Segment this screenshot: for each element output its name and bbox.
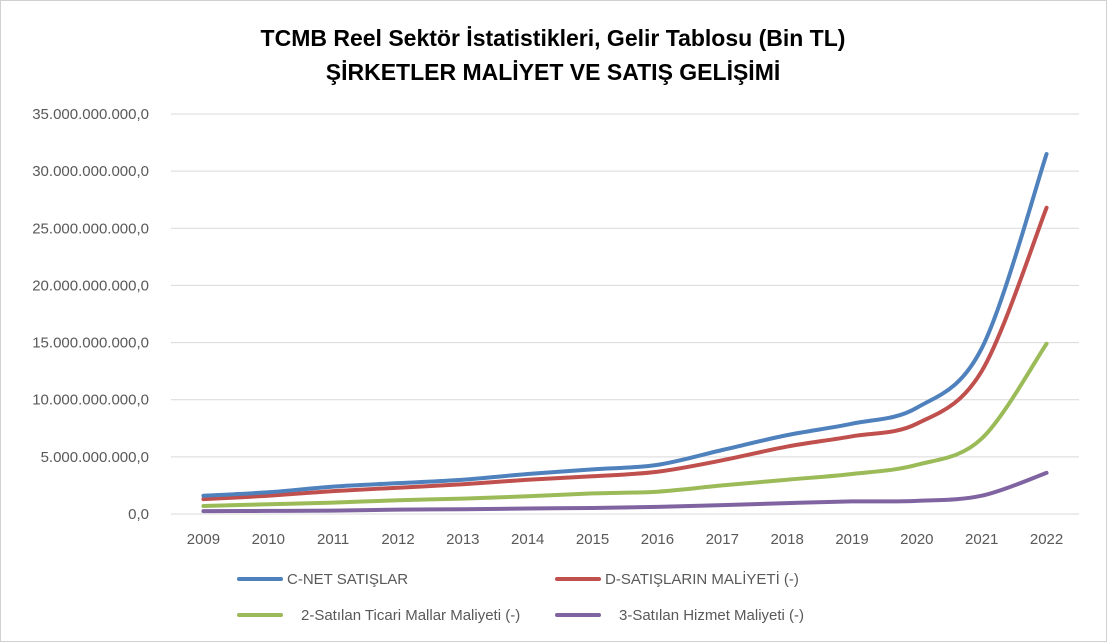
x-tick-label: 2017 [706, 531, 739, 548]
y-tick-label: 0,0 [128, 506, 149, 523]
series-line-3-sat-lan-hizmet-maliyeti [201, 470, 1049, 514]
x-tick-label: 2011 [317, 531, 349, 548]
x-tick-label: 2022 [1030, 531, 1063, 548]
x-tick-label: 2010 [252, 531, 285, 548]
x-tick-label: 2021 [965, 531, 998, 548]
x-tick-label: 2013 [446, 531, 479, 548]
x-tick-label: 2015 [576, 531, 609, 548]
y-tick-label: 25.000.000.000,0 [32, 220, 149, 237]
legend: C-NET SATIŞLAR D-SATIŞLARIN MALİYETİ (-) 2… [237, 570, 804, 624]
legend-label: D-SATIŞLARIN MALİYETİ (-) [605, 570, 799, 588]
y-tick-label: 5.000.000.000,0 [41, 449, 149, 466]
x-tick-label: 2018 [770, 531, 803, 548]
legend-label: 2-Satılan Ticari Mallar Maliyeti (-) [301, 607, 520, 624]
y-tick-label: 35.000.000.000,0 [32, 106, 149, 123]
x-tick-label: 2014 [511, 531, 544, 548]
y-tick-label: 10.000.000.000,0 [32, 392, 149, 409]
x-axis-ticks: 2009 2010 2011 2012 2013 2014 2015 2016 2017 2018… [187, 531, 1064, 548]
legend-label: 3-Satılan Hizmet Maliyeti (-) [619, 607, 804, 624]
gridlines [171, 113, 1079, 515]
y-tick-label: 20.000.000.000,0 [32, 277, 149, 294]
x-tick-label: 2020 [900, 531, 933, 548]
series-line-c-net-sati-lar [201, 152, 1049, 498]
y-axis-ticks: 0,0 5.000.000.000,0 10.000.000.000,0 15.000… [32, 106, 149, 523]
series-line-2-sat-lan-ticari-mallar-maliyeti [201, 341, 1049, 508]
series-lines [201, 152, 1049, 514]
x-tick-label: 2016 [641, 531, 674, 548]
y-tick-label: 15.000.000.000,0 [32, 335, 149, 352]
series-line-d-sati-larin-mali-yeti [201, 205, 1049, 502]
x-tick-label: 2019 [835, 531, 868, 548]
chart-subtitle: ŞİRKETLER MALİYET VE SATIŞ GELİŞİMİ [326, 59, 781, 85]
chart-title: TCMB Reel Sektör İstatistikleri, Gelir T… [261, 25, 846, 51]
legend-label: C-NET SATIŞLAR [287, 571, 408, 588]
x-tick-label: 2012 [381, 531, 414, 548]
y-tick-label: 30.000.000.000,0 [32, 163, 149, 180]
x-tick-label: 2009 [187, 531, 220, 548]
